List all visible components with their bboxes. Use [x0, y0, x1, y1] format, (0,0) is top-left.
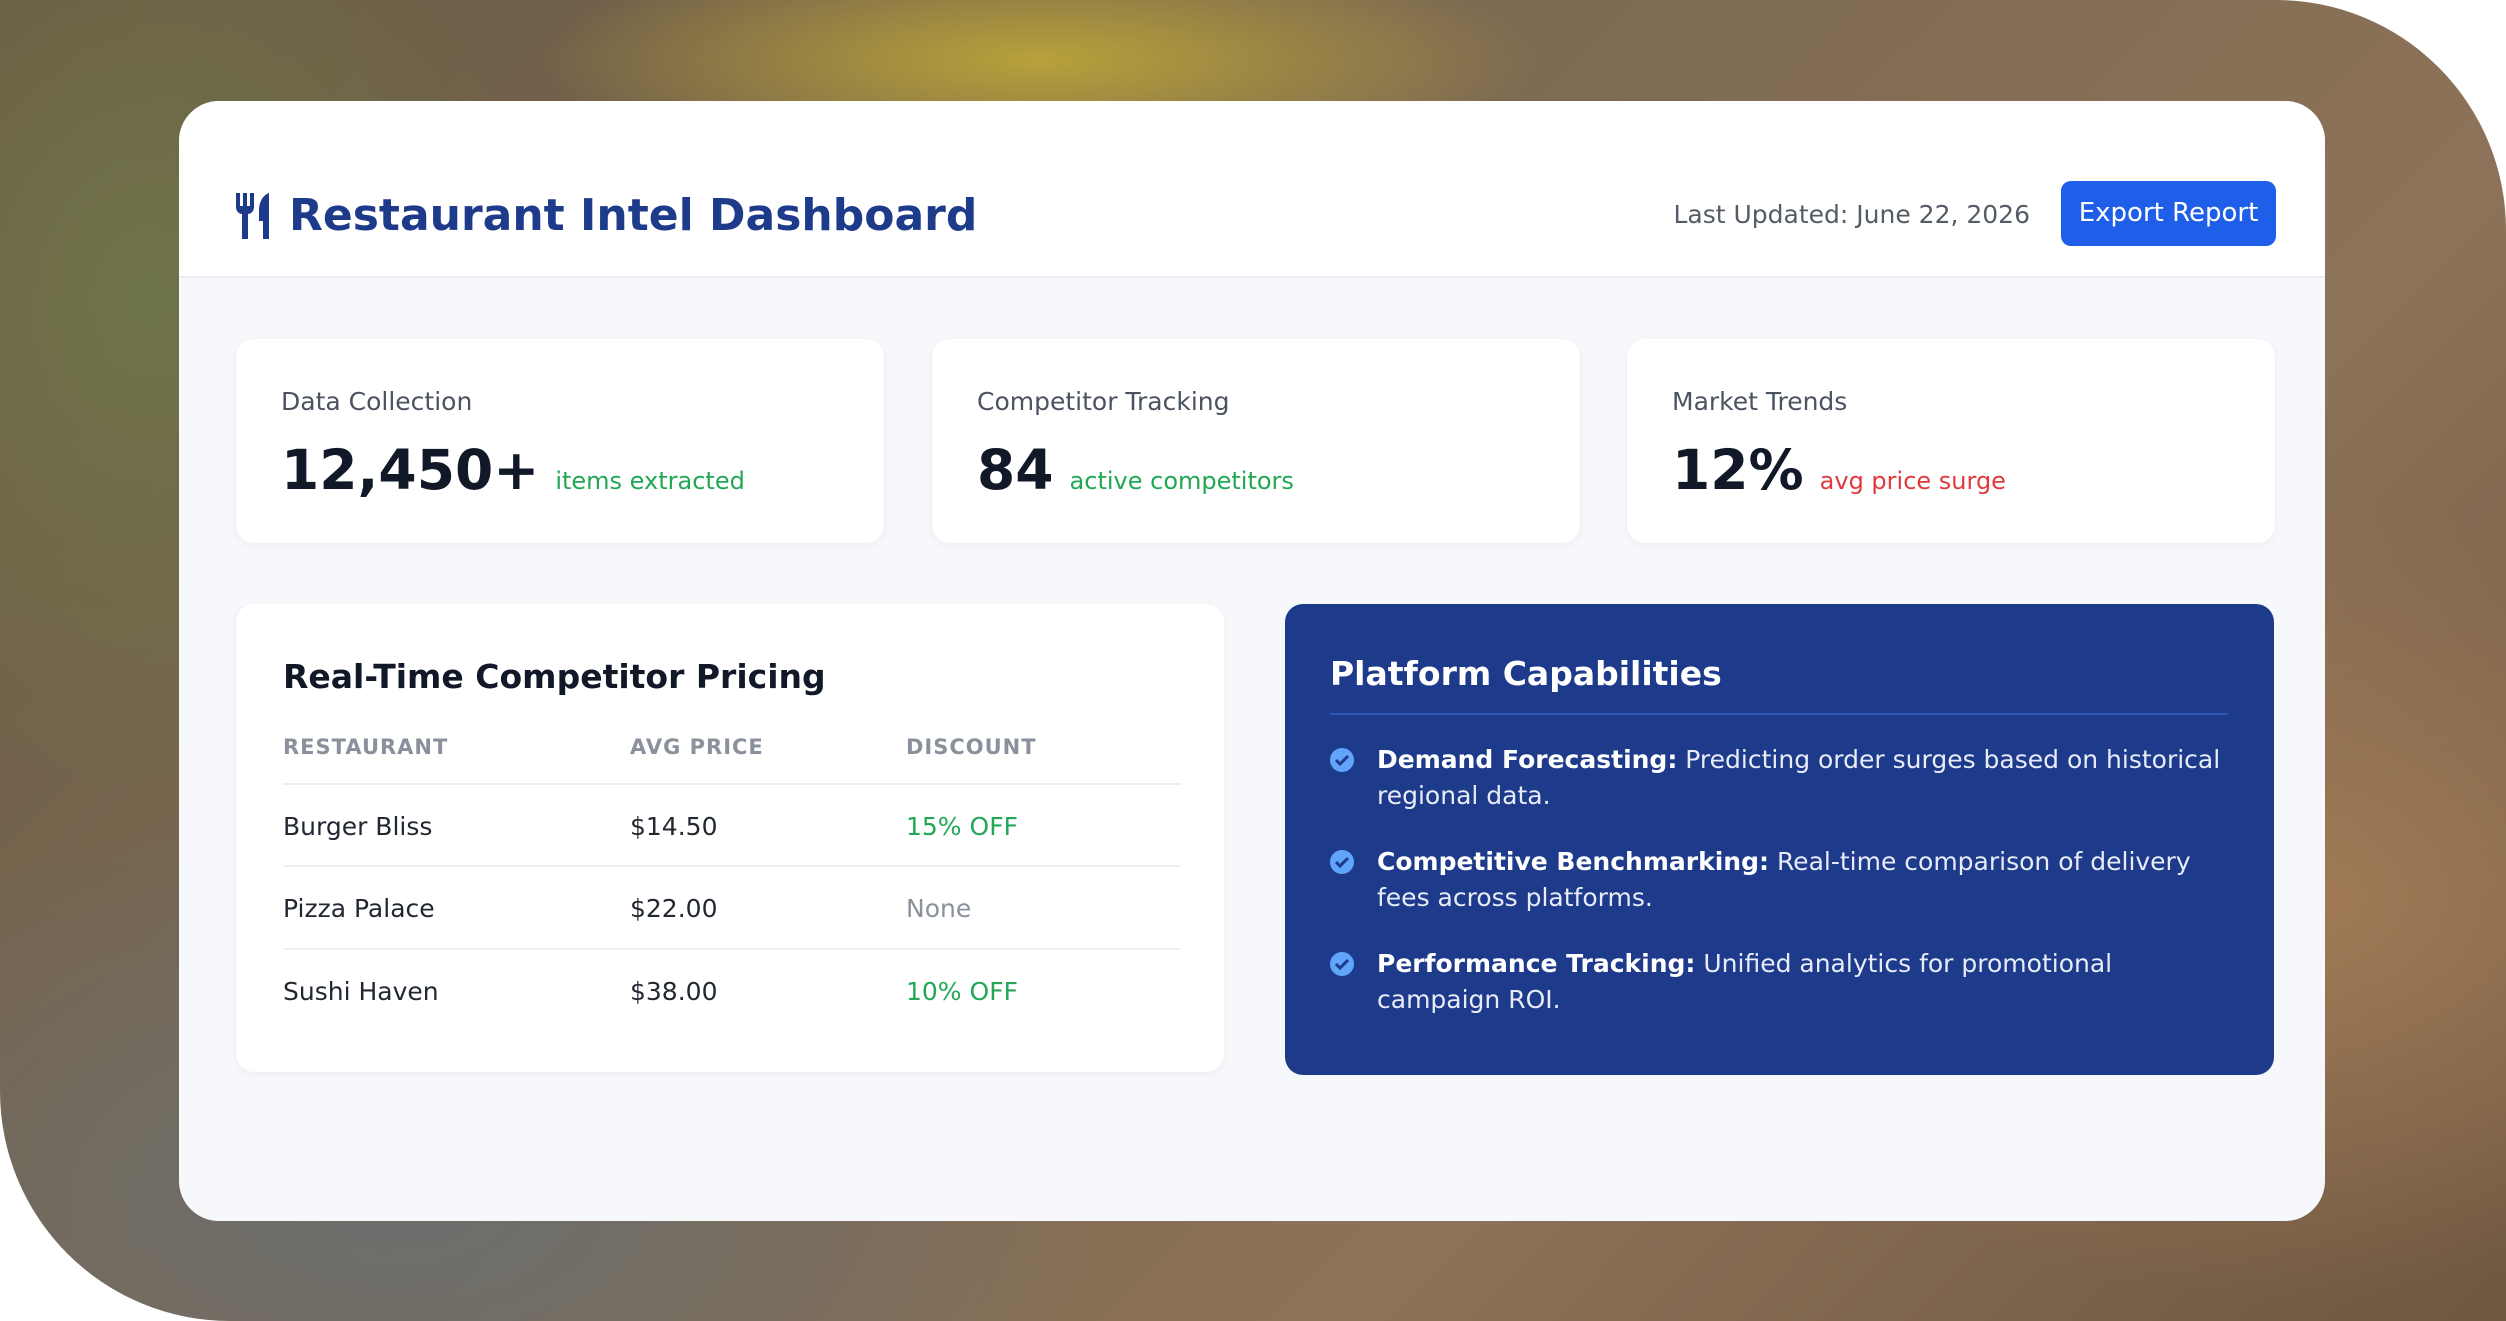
column-header: DISCOUNT [906, 735, 1037, 759]
cell: None [906, 894, 972, 923]
capability: Performance Tracking: Unified analytics … [1377, 946, 2237, 1018]
stat-note: items extracted [555, 467, 745, 495]
capabilities-panel: Platform Capabilities Demand Forecasting… [1285, 604, 2274, 1075]
title: Restaurant Intel Dashboard [289, 190, 978, 241]
cell: Pizza Palace [283, 894, 435, 923]
stat-card: Market Trends 12% avg price surge [1627, 339, 2275, 543]
cell: $38.00 [630, 977, 718, 1006]
stat-value: 84 [977, 438, 1054, 502]
dashboard-card: Restaurant Intel Dashboard Last Updated:… [179, 101, 2325, 1221]
cell: $14.50 [630, 812, 718, 841]
last-updated: Last Updated: June 22, 2026 [1673, 200, 2030, 229]
stat-value-row: 12% avg price surge [1672, 437, 2006, 514]
cell: Sushi Haven [283, 977, 439, 1006]
stat-value-row: 12,450+ items extracted [281, 437, 745, 514]
stat-label: Competitor Tracking [977, 387, 1230, 416]
capability-title: Competitive Benchmarking: [1377, 847, 1769, 876]
stat-value: 12,450+ [281, 438, 540, 502]
capability-text: Unified analytics for promotional campai… [1377, 949, 2113, 1014]
stat-value: 12% [1672, 438, 1804, 502]
capability-title: Performance Tracking: [1377, 949, 1696, 978]
check-icon [1330, 850, 1354, 874]
row-divider [283, 948, 1181, 950]
cell: 10% OFF [906, 977, 1018, 1006]
cell: $22.00 [630, 894, 718, 923]
stat-note: active competitors [1069, 467, 1294, 495]
cell: Burger Bliss [283, 812, 433, 841]
utensils-icon [236, 193, 269, 239]
stat-label: Market Trends [1672, 387, 1848, 416]
capability: Demand Forecasting: Predicting order sur… [1377, 742, 2237, 814]
row-divider [283, 865, 1181, 867]
table-title: Real-Time Competitor Pricing [283, 657, 826, 696]
capability-title: Demand Forecasting: [1377, 745, 1678, 774]
divider [1330, 713, 2228, 715]
header: Restaurant Intel Dashboard Last Updated:… [179, 101, 2325, 278]
stat-card: Competitor Tracking 84 active competitors [932, 339, 1580, 543]
export-button[interactable]: Export Report [2061, 181, 2276, 246]
capability-text: Predicting order surges based on histori… [1377, 745, 2221, 810]
column-header: AVG PRICE [630, 735, 764, 759]
stat-card: Data Collection 12,450+ items extracted [236, 339, 884, 543]
stat-label: Data Collection [281, 387, 473, 416]
check-icon [1330, 748, 1354, 772]
cell: 15% OFF [906, 812, 1018, 841]
capabilities-title: Platform Capabilities [1330, 654, 1722, 693]
capability: Competitive Benchmarking: Real-time comp… [1377, 844, 2237, 916]
stat-note: avg price surge [1819, 467, 2006, 495]
stat-value-row: 84 active competitors [977, 437, 1294, 514]
column-header: RESTAURANT [283, 735, 449, 759]
row-divider [283, 783, 1181, 785]
pricing-card: Real-Time Competitor Pricing RESTAURANT … [236, 604, 1224, 1072]
check-icon [1330, 952, 1354, 976]
capability-text: Real-time comparison of delivery fees ac… [1377, 847, 2191, 912]
